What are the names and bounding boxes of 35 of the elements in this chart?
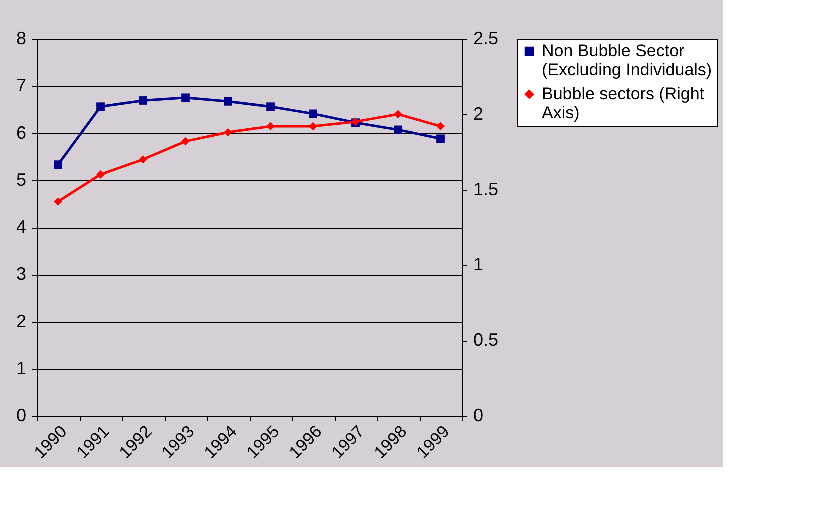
y-tick-label: 4	[16, 217, 26, 237]
point	[266, 122, 275, 131]
point	[224, 128, 232, 137]
point	[436, 134, 445, 144]
y-tick-label: 3	[16, 264, 26, 284]
legend-label: Bubble sectors (Right Axis)	[542, 84, 705, 122]
y2-tick-label: 0.5	[474, 330, 499, 350]
y-tick-label: 6	[16, 122, 26, 143]
point	[436, 122, 445, 131]
y-tick-label: 2	[16, 311, 26, 332]
point	[309, 122, 318, 131]
point	[266, 102, 275, 112]
point	[139, 155, 148, 164]
y-tick-label: 5	[16, 170, 26, 190]
point	[54, 198, 62, 206]
y-tick-label: 7	[16, 76, 26, 96]
point	[224, 97, 232, 106]
point	[394, 126, 402, 134]
y-tick-label: 0	[16, 406, 26, 426]
point	[96, 102, 105, 112]
y2-tick-label: 2.5	[474, 28, 499, 48]
point	[309, 110, 318, 118]
legend-label: Non Bubble Sector (Excluding Individuals)	[542, 42, 712, 80]
y-tick-label: 8	[16, 28, 26, 48]
point	[54, 160, 62, 170]
y2-tick-label: 1.5	[474, 179, 499, 200]
point	[96, 170, 105, 179]
y2-tick-label: 2	[474, 104, 484, 124]
point	[394, 110, 402, 119]
point	[182, 137, 190, 146]
y2-tick-label: 1	[474, 254, 484, 275]
point	[182, 94, 190, 102]
y2-tick-label: 0	[474, 406, 484, 426]
point	[139, 96, 148, 105]
y-tick-label: 1	[16, 358, 26, 378]
